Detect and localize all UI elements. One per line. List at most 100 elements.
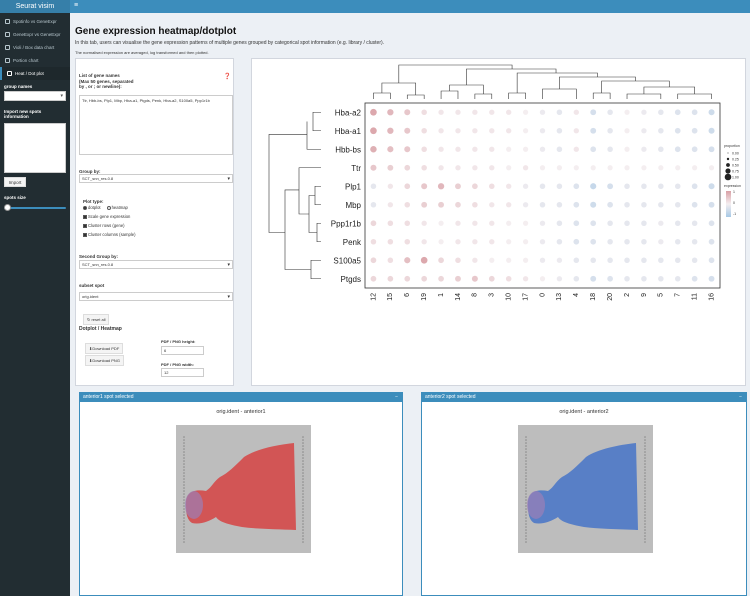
dot-mark: [539, 239, 546, 245]
dot-mark: [539, 220, 546, 226]
cluster-label: 11: [691, 293, 698, 300]
sidebar-item-heatmap[interactable]: Heat / Dot plot: [0, 67, 70, 80]
dot-mark: [505, 275, 512, 282]
dot-mark: [455, 201, 461, 208]
fiducial-spot: [644, 484, 646, 486]
fiducial-spot: [525, 463, 527, 465]
width-input[interactable]: 12: [161, 368, 204, 377]
group-names-select[interactable]: [4, 91, 66, 101]
fiducial-spot: [525, 457, 527, 459]
sidebar-item-geneexpr[interactable]: GeneExpr vs GeneExpr: [0, 28, 70, 41]
dot-mark: [556, 257, 563, 263]
dot-mark: [539, 257, 546, 263]
fiducial-spot: [302, 472, 304, 474]
fiducial-spot: [525, 490, 527, 492]
fiducial-spot: [183, 496, 185, 498]
dot-mark: [674, 127, 681, 134]
checkbox-cluster-rows[interactable]: Cluster rows (gene): [83, 223, 135, 228]
spots-size-slider[interactable]: [4, 204, 66, 212]
tissue-section: [528, 443, 638, 530]
second-group-select[interactable]: SCT_snn_res.0.8: [79, 260, 233, 269]
group-by-select[interactable]: SCT_snn_res.0.8: [79, 174, 233, 183]
help-icon[interactable]: ❓: [223, 74, 231, 80]
dot-mark: [455, 257, 461, 264]
dot-mark: [708, 275, 715, 282]
fiducial-spot: [525, 520, 527, 522]
dot-mark: [522, 239, 529, 245]
fiducial-spot: [183, 526, 185, 528]
dot-mark: [472, 220, 478, 226]
fiducial-spot: [302, 451, 304, 453]
fiducial-spot: [183, 475, 185, 477]
fiducial-spot: [644, 505, 646, 507]
checkbox-box: [83, 214, 87, 219]
sidebar-item-spotinfo[interactable]: Spotinfo vs GeneExpr: [0, 15, 70, 28]
download-pdf-button[interactable]: ⬇Download PDF: [85, 343, 124, 354]
column-dendrogram: [626, 93, 662, 99]
cluster-label: 3: [489, 293, 496, 297]
fiducial-spot: [183, 448, 185, 450]
slider-handle[interactable]: [4, 204, 11, 211]
dot-mark: [607, 220, 613, 227]
dot-mark: [674, 257, 681, 264]
fiducial-spot: [525, 535, 527, 537]
fiducial-spot: [644, 448, 646, 450]
legend-size-label: 0.75: [732, 169, 739, 173]
dot-mark: [556, 146, 563, 153]
dot-mark: [573, 238, 580, 245]
fiducial-spot: [525, 451, 527, 453]
row-dendrogram: [316, 222, 321, 243]
sidebar-item-portion[interactable]: Portion chart: [0, 54, 70, 67]
fiducial-spot: [302, 520, 304, 522]
fiducial-spot: [644, 469, 646, 471]
fiducial-spot: [302, 493, 304, 495]
dot-mark: [506, 220, 512, 226]
subset-select[interactable]: orig.ident: [79, 292, 233, 301]
fiducial-spot: [183, 535, 185, 537]
dot-mark: [607, 183, 614, 190]
fiducial-spot: [644, 508, 646, 510]
dot-mark: [472, 183, 478, 190]
dot-mark: [641, 109, 647, 115]
genes-textarea[interactable]: Ttr, Hbb-bs, Plp1, Mbp, Hba-a1, Ptgds, P…: [79, 95, 233, 155]
fiducial-spot: [644, 502, 646, 504]
dot-mark: [674, 146, 681, 153]
import-button[interactable]: Import: [4, 177, 26, 187]
dot-mark: [370, 146, 377, 153]
reset-button[interactable]: ↻ reset all: [83, 314, 110, 325]
fiducial-spot: [183, 493, 185, 495]
dotplot-panel: Hba-a2 Hba-a1 Hbb-bs Ttr Plp1 Mbp Ppp1r1b Penk S…: [251, 58, 746, 386]
checkbox-scale[interactable]: Scale gene expression: [83, 214, 135, 219]
plot-type-radios: dotplot heatmap: [83, 205, 128, 210]
fiducial-spot: [644, 472, 646, 474]
dot-mark: [387, 220, 394, 227]
dot-mark: [607, 165, 613, 171]
radio-heatmap[interactable]: heatmap: [106, 205, 128, 210]
fiducial-spot: [183, 499, 185, 501]
dot-mark: [674, 109, 681, 116]
plot-type-label: Plot type:: [83, 199, 104, 204]
dot-mark: [658, 239, 664, 245]
radio-dotplot[interactable]: dotplot: [83, 205, 101, 210]
fiducial-spot: [183, 466, 185, 468]
menu-toggle-icon[interactable]: ≡: [74, 2, 79, 9]
column-dendrogram: [406, 94, 425, 99]
minimize-icon[interactable]: −: [395, 394, 398, 400]
dot-mark: [573, 165, 579, 171]
cluster-label: 6: [404, 293, 411, 297]
dot-mark: [691, 183, 698, 190]
fiducial-spot: [525, 484, 527, 486]
minimize-icon[interactable]: −: [739, 394, 742, 400]
fiducial-spot: [302, 505, 304, 507]
checkbox-cluster-cols[interactable]: Cluster columns (sample): [83, 232, 135, 237]
sidebar-item-violin[interactable]: Violi / Box data chart: [0, 41, 70, 54]
download-png-button[interactable]: ⬇Download PNG: [85, 355, 124, 366]
dot-mark: [691, 109, 698, 116]
height-input[interactable]: 6: [161, 346, 204, 355]
fiducial-spot: [183, 517, 185, 519]
import-textarea[interactable]: [4, 123, 66, 173]
page-note: The normalised expression are averaged, …: [75, 50, 209, 55]
dot-mark: [624, 146, 630, 152]
dot-mark: [624, 128, 630, 134]
fiducial-spot: [644, 487, 646, 489]
